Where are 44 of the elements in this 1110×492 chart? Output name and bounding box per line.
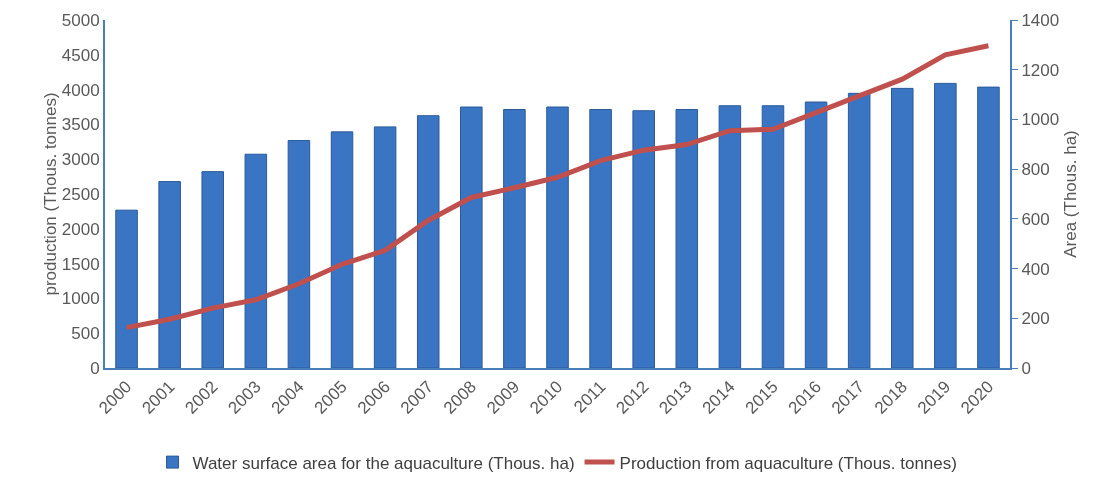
y2-tick-label: 1400 <box>1021 10 1060 30</box>
y-tick-label: 500 <box>71 324 100 344</box>
bar <box>503 108 526 368</box>
bar <box>977 86 1000 368</box>
y-tick-label: 3500 <box>61 115 100 135</box>
y2-tick-label: 400 <box>1021 259 1050 279</box>
y-tick-label: 0 <box>90 358 100 378</box>
y-tick-label: 1500 <box>61 254 100 274</box>
y2-tick-label: 1200 <box>1021 60 1060 80</box>
bar <box>244 153 268 368</box>
y2-axis-title: Area (Thous. ha) <box>1061 130 1081 258</box>
legend-label: Production from aquaculture (Thous. tonnes) <box>619 453 957 473</box>
y-tick-label: 5000 <box>61 10 100 30</box>
y-axis-title: production (Thous. tonnes) <box>40 92 60 296</box>
bar <box>847 92 871 368</box>
y-tick-label: 2000 <box>61 219 100 239</box>
y2-tick-label: 800 <box>1021 160 1050 180</box>
bar <box>589 108 612 368</box>
y2-tick-label: 1000 <box>1021 110 1060 130</box>
bar <box>416 115 440 368</box>
bar <box>761 105 785 368</box>
bar <box>330 131 354 368</box>
y2-tick-label: 600 <box>1021 209 1050 229</box>
bar <box>632 110 655 368</box>
legend-label: Water surface area for the aquaculture (Thous. ha) <box>192 453 575 473</box>
bar <box>373 126 397 368</box>
bar <box>718 105 742 368</box>
bar <box>934 82 957 368</box>
bar <box>158 181 181 368</box>
bar <box>804 101 828 368</box>
bar <box>201 171 225 368</box>
bar <box>890 87 914 368</box>
y-tick-label: 2500 <box>61 184 100 204</box>
y2-tick-label: 0 <box>1021 358 1031 378</box>
y-tick-label: 4500 <box>61 45 100 65</box>
bar <box>546 106 569 368</box>
bar <box>675 108 699 368</box>
y2-tick-label: 200 <box>1021 309 1050 329</box>
bar <box>287 140 311 368</box>
bar <box>115 209 138 368</box>
y-tick-label: 3000 <box>61 150 100 170</box>
y-tick-label: 4000 <box>61 80 100 100</box>
y-tick-label: 1000 <box>61 289 100 309</box>
bar <box>460 106 483 368</box>
